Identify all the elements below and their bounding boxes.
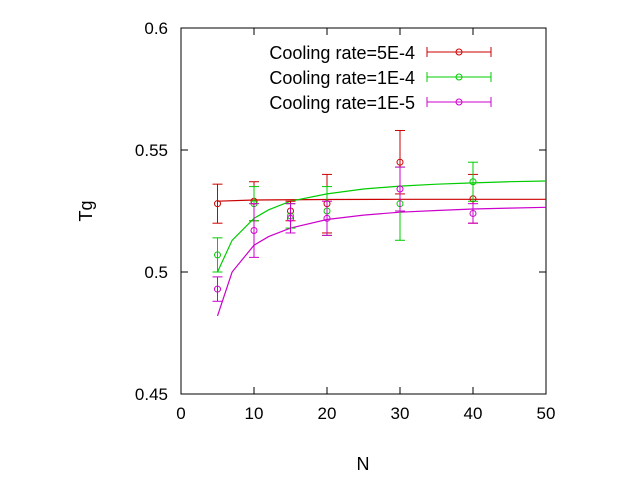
point-marker	[469, 178, 477, 186]
point-marker	[396, 158, 404, 166]
plot-frame	[180, 27, 547, 395]
fit-curve-series-1	[217, 198, 546, 202]
legend-swatch-marker	[455, 73, 463, 81]
fit-curve-series-3	[216, 206, 547, 317]
data-point-series-3	[249, 203, 259, 258]
tick-labels: 0 10 20 30 40 50 0.45 0.5 0.55 0.6	[135, 19, 556, 423]
data-point-series-2	[212, 237, 223, 273]
point-marker	[214, 251, 221, 259]
x-tick-label: 50	[537, 404, 556, 423]
x-tick-label: 10	[245, 404, 264, 423]
legend-entry-2: Cooling rate=1E-4	[269, 68, 492, 88]
y-axis-label: Tg	[76, 200, 96, 221]
legend-label: Cooling rate=5E-4	[269, 43, 415, 63]
fit-curves	[216, 180, 547, 317]
y-tick-label: 0.55	[135, 141, 168, 160]
fit-curve-series-2	[216, 180, 547, 273]
point-marker	[469, 209, 477, 217]
x-tick-label: 40	[464, 404, 483, 423]
data-point-series-3	[285, 203, 296, 234]
x-tick-label: 30	[391, 404, 410, 423]
data-points	[212, 129, 478, 302]
data-point-series-1	[212, 183, 223, 224]
point-marker	[287, 214, 294, 222]
data-point-series-3	[212, 276, 223, 302]
point-marker	[214, 200, 221, 208]
point-marker	[214, 285, 221, 293]
data-point-series-3	[468, 203, 478, 224]
y-tick-label: 0.45	[135, 385, 168, 404]
legend: Cooling rate=5E-4 Cooling rate=1E-4 Coolin…	[269, 43, 492, 113]
legend-entry-3: Cooling rate=1E-5	[269, 93, 492, 113]
legend-label: Cooling rate=1E-4	[269, 68, 415, 88]
data-point-series-2	[468, 161, 478, 202]
legend-entry-1: Cooling rate=5E-4	[269, 43, 492, 63]
x-tick-label: 20	[318, 404, 337, 423]
legend-label: Cooling rate=1E-5	[269, 93, 415, 113]
legend-swatch-marker	[455, 48, 463, 56]
y-tick-label: 0.5	[144, 263, 168, 282]
point-marker	[323, 214, 331, 222]
x-axis-label: N	[357, 454, 370, 474]
point-marker	[396, 185, 404, 193]
y-tick-label: 0.6	[144, 19, 168, 38]
axis-ticks	[180, 27, 547, 395]
data-point-series-3	[322, 200, 332, 236]
point-marker	[250, 227, 258, 235]
legend-swatch-marker	[455, 98, 463, 106]
x-tick-label: 0	[176, 404, 185, 423]
data-point-series-3	[395, 166, 405, 212]
